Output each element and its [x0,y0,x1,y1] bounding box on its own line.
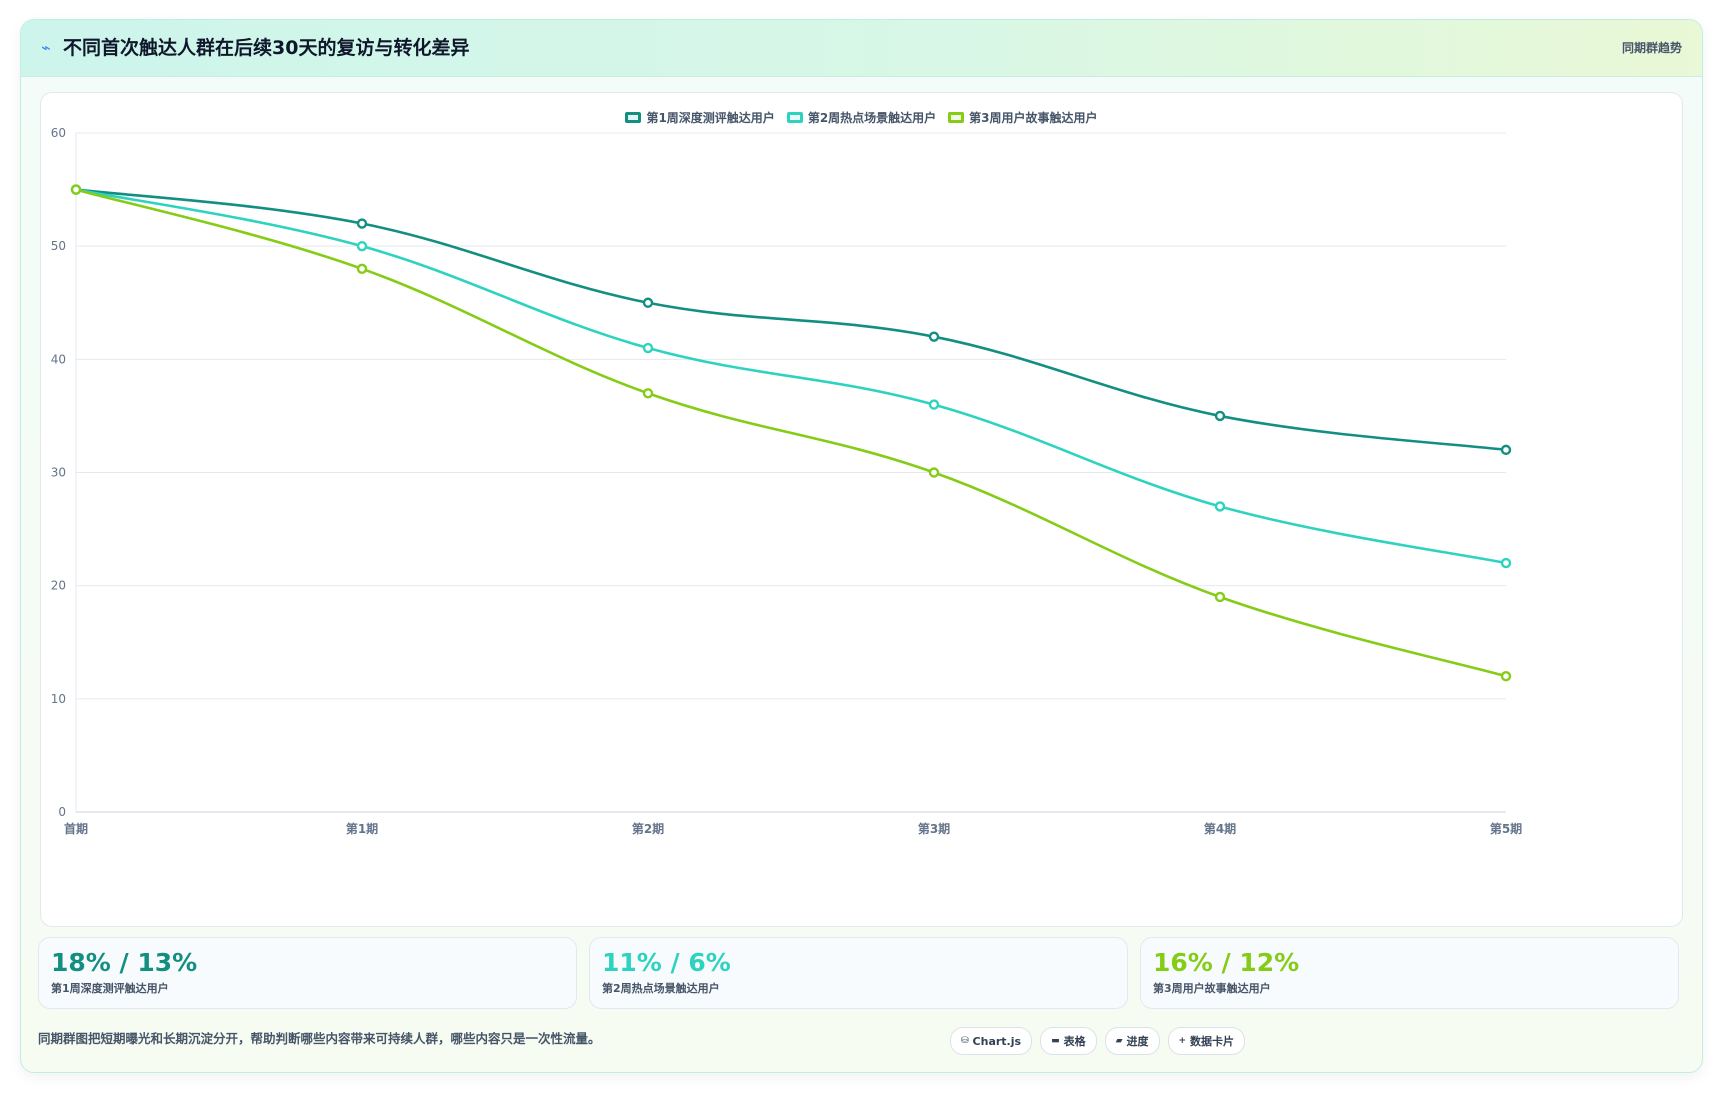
data-point-series-3 [928,467,940,478]
data-point-series-1 [1214,410,1226,422]
x-tick-label: 第1期 [346,821,378,836]
legend-label: 第1周深度测评触达用户 [646,111,775,125]
data-point-series-2 [356,240,368,252]
kpi-label: 第3周用户故事触达用户 [1153,982,1271,995]
chart-panel: 第1周深度测评触达用户 第2周热点场景触达用户 第3周用户故事触达用户 0 10 2… [40,92,1683,927]
legend-swatch-3 [948,112,965,123]
kpi-label: 第1周深度测评触达用户 [51,982,169,995]
chip-progress[interactable]: ▰ 进度 [1104,1027,1160,1055]
footer-note: 同期群图把短期曝光和长期沉淀分开，帮助判断哪些内容带来可持续人群，哪些内容只是一… [38,1031,601,1046]
series-line-1 [74,188,1508,452]
page-title: 不同首次触达人群在后续30天的复访与转化差异 [63,37,470,59]
chip-label: 进度 [1126,1035,1149,1048]
y-tick-label: 0 [58,805,66,819]
y-tick-label: 40 [51,352,66,366]
legend-label: 第3周用户故事触达用户 [969,111,1098,125]
y-tick-label: 50 [51,239,66,253]
kpi-value: 18% / 13% [51,948,198,977]
data-point-series-1 [642,297,654,308]
legend-swatch-1 [625,112,642,123]
y-tick-label: 30 [51,466,66,480]
chart-card: ⌁ 不同首次触达人群在后续30天的复访与转化差异 同期群趋势 第1周深度测评触达… [20,19,1703,1073]
kpi-card-2: 11% / 6% 第2周热点场景触达用户 [589,937,1128,1009]
table-icon: ▬ [1051,1036,1060,1046]
data-point-series-2 [1214,501,1226,512]
y-tick-label: 60 [51,126,66,140]
kpi-card-1: 18% / 13% 第1周深度测评触达用户 [38,937,577,1009]
legend-item-series-1[interactable]: 第1周深度测评触达用户 [625,109,775,126]
data-point-series-3 [1500,671,1512,682]
data-point-series-3 [1214,591,1226,603]
chip-label: Chart.js [972,1034,1022,1048]
kpi-value: 11% / 6% [602,948,731,977]
data-point-series-3 [642,388,654,399]
data-point-series-1 [928,331,940,342]
line-chart: 0 10 20 30 40 50 60 首期 第1期 第2期 第3期 第4期 第5期 [51,126,1522,836]
y-tick-label: 10 [51,692,66,706]
chip-data-card[interactable]: + 数据卡片 [1167,1027,1246,1055]
y-tick-label: 20 [51,579,66,593]
chip-chartjs[interactable]: ⛁ Chart.js [950,1027,1033,1055]
legend-label: 第2周热点场景触达用户 [807,111,937,125]
tech-chips: ⛁ Chart.js ▬ 表格 ▰ 进度 + 数据卡片 [950,1027,1246,1055]
data-point-series-2 [1500,557,1512,569]
database-icon: ⛁ [961,1036,969,1046]
chip-table[interactable]: ▬ 表格 [1040,1027,1097,1055]
header-tag: 同期群趋势 [1621,41,1682,55]
series-line-3 [74,188,1508,678]
x-tick-label: 首期 [64,821,88,836]
kpi-value: 16% / 12% [1153,948,1300,977]
plus-icon: + [1178,1036,1187,1046]
series-line-2 [74,188,1508,565]
data-point-series-3 [356,263,368,275]
x-tick-label: 第3期 [918,821,950,836]
x-tick-label: 第5期 [1490,821,1522,836]
chip-label: 表格 [1063,1035,1086,1048]
chip-label: 数据卡片 [1190,1035,1235,1048]
kpi-card-3: 16% / 12% 第3周用户故事触达用户 [1140,937,1679,1009]
card-header: ⌁ 不同首次触达人群在后续30天的复访与转化差异 同期群趋势 [21,20,1702,77]
legend-item-series-3[interactable]: 第3周用户故事触达用户 [948,109,1098,126]
data-point-series-1 [1500,444,1512,456]
kpi-label: 第2周热点场景触达用户 [602,982,720,995]
data-point-series-2 [928,399,940,410]
legend-item-series-2[interactable]: 第2周热点场景触达用户 [786,109,937,126]
data-point-series-1 [356,218,368,229]
legend-swatch-2 [786,112,803,123]
chart-legend: 第1周深度测评触达用户 第2周热点场景触达用户 第3周用户故事触达用户 [41,109,1682,126]
trend-icon: ⌁ [41,38,51,57]
x-tick-label: 第4期 [1204,821,1236,836]
x-tick-label: 第2期 [632,821,664,836]
data-point-series-2 [642,342,654,354]
progress-icon: ▰ [1115,1036,1123,1046]
data-point-series-3 [70,184,82,195]
